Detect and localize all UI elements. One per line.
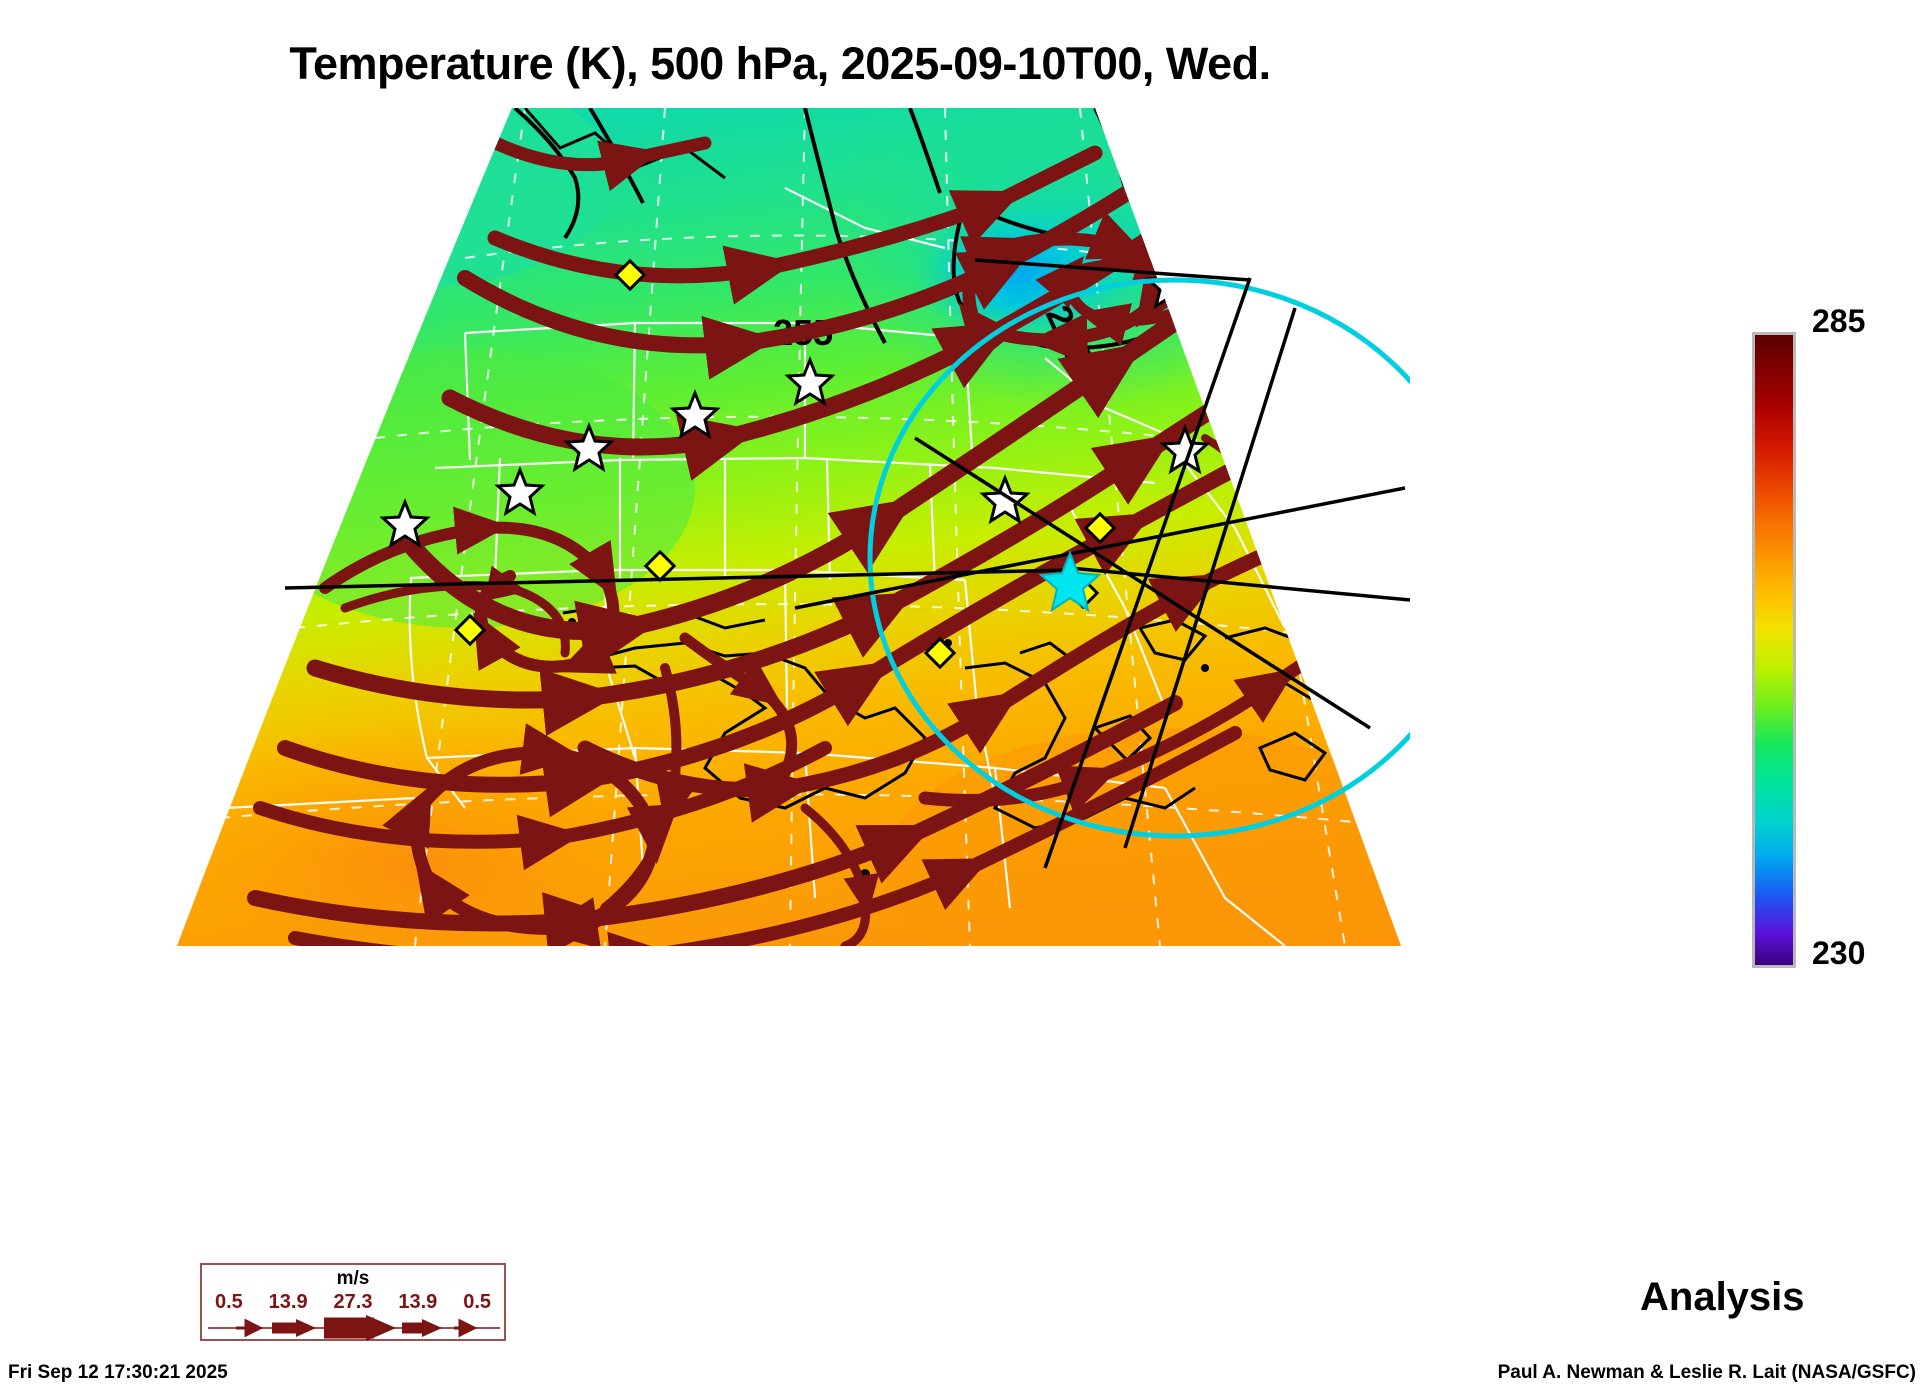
map-field: 255 255 [177, 108, 1401, 946]
site-diamond[interactable] [923, 636, 957, 670]
page-title: Temperature (K), 500 hPa, 2025-09-10T00,… [289, 38, 1271, 89]
flight-ring[interactable] [867, 277, 1410, 839]
generation-timestamp: Fri Sep 12 17:30:21 2025 [8, 1362, 228, 1383]
site-diamond[interactable] [613, 258, 647, 292]
site-diamond[interactable] [643, 549, 677, 583]
station-star[interactable] [669, 388, 721, 440]
station-star[interactable] [979, 473, 1031, 525]
site-markers[interactable] [453, 258, 1117, 670]
wind-value: 13.9 [398, 1291, 438, 1313]
temperature-map[interactable]: 255 255 [165, 108, 1410, 1008]
station-star[interactable] [379, 497, 431, 549]
wind-value: 0.5 [214, 1291, 243, 1313]
colorbar-min-label: 230 [1812, 935, 1866, 971]
wind-value: 27.3 [333, 1291, 373, 1313]
station-star[interactable] [494, 465, 546, 517]
wind-value-labels: 0.5 13.9 27.3 13.9 0.5 [202, 1291, 504, 1314]
site-diamond[interactable] [1083, 511, 1117, 545]
wind-speed-legend: m/s 0.5 13.9 27.3 13.9 0.5 [200, 1263, 506, 1341]
map-panel[interactable]: 255 255 [165, 108, 1410, 1008]
site-diamond[interactable] [453, 613, 487, 647]
station-star[interactable] [563, 421, 615, 473]
station-markers[interactable] [379, 258, 1211, 549]
flight-track[interactable] [284, 258, 1410, 869]
wind-arrow-scale [208, 1315, 500, 1341]
colorbar-max-label: 285 [1812, 303, 1866, 339]
flight-radials[interactable] [284, 258, 1410, 869]
wind-value: 13.9 [268, 1291, 308, 1313]
author-credit: Paul A. Newman & Leslie R. Lait (NASA/GS… [1497, 1362, 1916, 1383]
colorbar [1752, 332, 1796, 968]
wind-value: 0.5 [463, 1291, 492, 1313]
station-star[interactable] [784, 355, 836, 407]
product-label: Analysis [1640, 1275, 1805, 1319]
base-location-star[interactable] [1038, 550, 1102, 613]
wind-unit-label: m/s [336, 1268, 370, 1289]
